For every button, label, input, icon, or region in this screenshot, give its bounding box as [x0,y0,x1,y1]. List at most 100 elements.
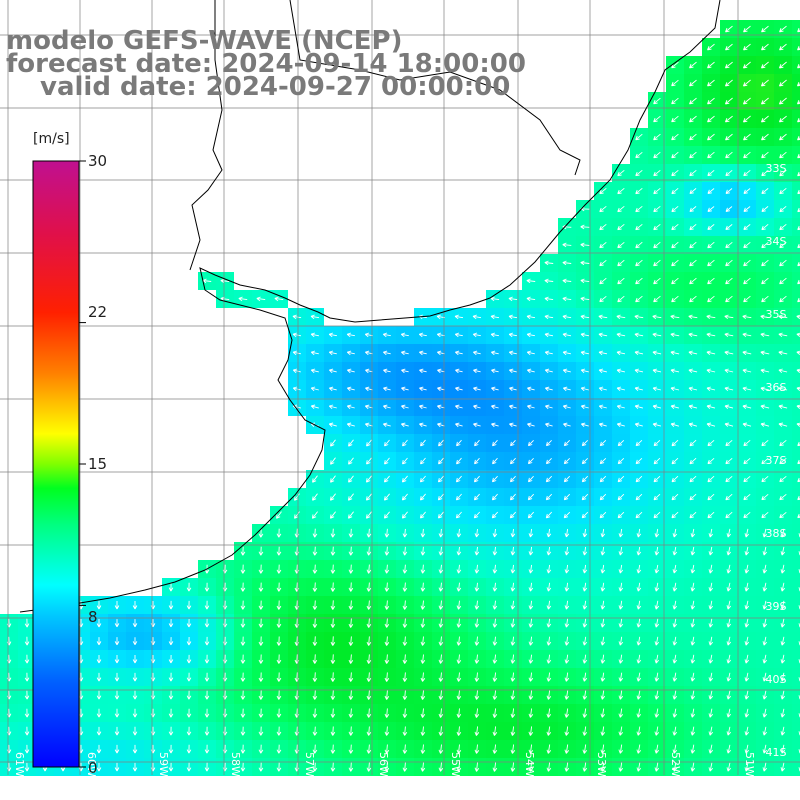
wind-arrow [292,314,302,320]
wind-arrow [455,493,462,501]
wind-arrow [420,708,426,718]
wind-arrow [725,259,733,267]
wind-arrow [492,600,498,610]
wind-arrow [546,618,552,628]
wind-arrow [634,350,644,356]
wind-arrow [528,672,534,682]
wind-arrow [546,762,552,772]
wind-arrow [582,582,588,592]
wind-arrow [634,422,643,428]
wind-arrow [24,654,30,664]
wind-arrow [528,618,534,628]
wind-arrow [689,188,697,195]
wind-arrow [652,314,662,320]
wind-arrow [420,690,426,700]
wind-arrow [366,600,372,610]
wind-arrow [654,690,660,700]
wind-arrow [383,350,391,356]
wind-arrow [582,618,588,628]
speed-cell [792,704,800,722]
wind-arrow [618,564,624,574]
wind-arrow [562,296,572,302]
wind-arrow [744,762,750,772]
wind-arrow [654,708,660,718]
wind-arrow [402,672,408,682]
speed-cell [792,200,800,218]
wind-arrow [330,690,336,700]
wind-arrow [582,762,588,772]
wind-arrow [744,546,750,556]
wind-arrow [528,564,534,574]
wind-arrow [256,296,266,302]
wind-arrow [600,708,606,718]
wind-arrow [510,636,516,646]
wind-arrow [508,332,517,338]
wind-arrow [635,457,643,465]
forecast-date: forecast date: 2024-09-14 18:00:00 [6,49,526,79]
wind-arrow [168,762,174,772]
wind-arrow [724,422,734,427]
wind-arrow [527,386,535,392]
wind-arrow [437,404,445,410]
wind-arrow [346,350,355,356]
wind-arrow [635,223,643,231]
lat-label: 37S [766,454,787,467]
wind-arrow [328,386,337,392]
wind-arrow [258,618,264,628]
wind-arrow [402,618,408,628]
wind-arrow [635,277,643,285]
wind-arrow [365,475,372,483]
wind-arrow [780,564,786,574]
wind-arrow [653,205,661,213]
wind-arrow [419,350,427,356]
wind-arrow [778,97,787,105]
wind-arrow [707,151,715,159]
wind-arrow [292,332,302,338]
lon-label: 56W [377,752,390,777]
wind-arrow [383,368,391,374]
wind-arrow [778,368,788,374]
wind-arrow [742,404,752,410]
speed-cell [792,740,800,758]
wind-arrow [780,600,786,610]
wind-arrow [598,332,608,338]
wind-arrow [472,314,482,320]
lon-label: 59W [157,752,170,777]
wind-arrow [743,169,751,177]
wind-arrow [455,404,463,410]
wind-arrow [438,708,444,718]
wind-arrow [780,636,786,646]
wind-arrow [526,296,536,302]
wind-arrow [600,618,606,628]
valid-date: valid date: 2024-09-27 00:00:00 [40,72,511,102]
wind-arrow [636,582,642,592]
wind-arrow [742,61,751,69]
wind-arrow [276,600,282,610]
wind-arrow [689,475,697,483]
wind-arrow [706,422,716,428]
wind-arrow [312,726,318,736]
wind-arrow [564,654,570,664]
wind-arrow [689,206,697,213]
wind-arrow [258,708,264,718]
speed-cell [792,722,800,740]
wind-arrow [779,295,787,303]
wind-arrow [310,386,319,392]
wind-arrow [707,241,715,249]
wind-arrow [365,386,373,392]
wind-arrow [401,350,409,356]
wind-arrow [778,386,788,392]
wind-arrow [330,600,336,610]
wind-arrow [762,654,768,664]
wind-arrow [330,672,336,682]
wind-arrow [744,672,750,682]
wind-arrow [366,762,372,772]
wind-arrow [599,295,607,303]
wind-arrow [761,151,769,159]
wind-arrow [348,690,354,700]
wind-arrow [419,511,426,519]
wind-vectors [6,25,800,772]
wind-arrow [653,475,661,483]
wind-arrow [635,169,643,177]
wind-arrow [330,726,336,736]
